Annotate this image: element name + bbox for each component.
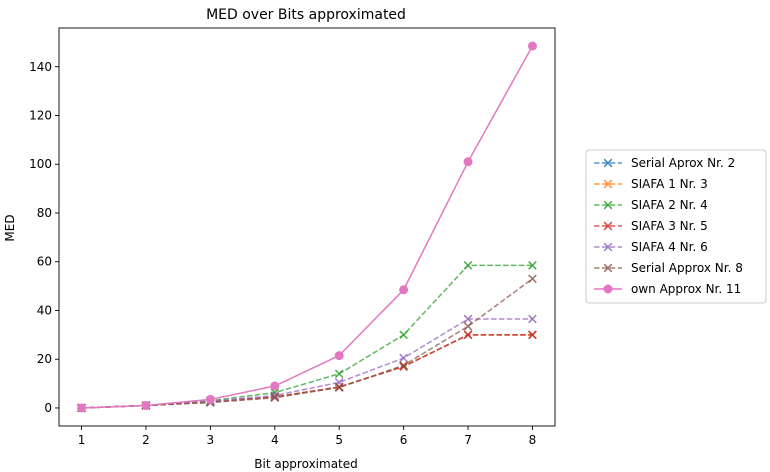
data-point (528, 330, 537, 340)
y-tick-label: 140 (29, 60, 52, 74)
y-tick-label: 0 (44, 401, 52, 415)
legend-marker (603, 221, 613, 231)
data-point (205, 394, 215, 404)
data-point (399, 362, 408, 371)
legend-item: SIAFA 2 Nr. 4 (594, 198, 708, 212)
plot-area (77, 41, 537, 413)
x-axis-label: Bit approximated (254, 457, 358, 471)
x-tick-label: 5 (335, 433, 343, 447)
legend-marker (603, 263, 613, 273)
series-7 (77, 41, 537, 413)
legend-label: Serial Approx Nr. 8 (631, 261, 743, 275)
data-point (334, 351, 344, 361)
data-point (463, 321, 473, 331)
x-tick-label: 8 (529, 433, 537, 447)
legend-box (585, 149, 767, 304)
y-tick-label: 40 (37, 303, 52, 317)
plot-frame (58, 27, 556, 427)
chart-title: MED over Bits approximated (206, 7, 406, 23)
legend-label: Serial Aprox Nr. 2 (631, 156, 735, 170)
x-tick-label: 4 (271, 433, 279, 447)
series-line (81, 264, 533, 409)
legend-marker (603, 242, 613, 252)
data-point (141, 401, 151, 411)
y-tick-label: 60 (37, 255, 52, 269)
legend-marker (603, 200, 613, 210)
legend-label: SIAFA 4 Nr. 6 (631, 240, 708, 254)
data-point (399, 353, 408, 363)
x-tick-label: 2 (142, 433, 150, 447)
legend-item: SIAFA 1 Nr. 3 (594, 177, 708, 191)
x-tick-label: 7 (464, 433, 472, 447)
legend-item: SIAFA 4 Nr. 6 (594, 240, 708, 254)
data-point (270, 393, 280, 403)
legend-item: Serial Approx Nr. 8 (594, 261, 743, 275)
y-tick-label: 120 (29, 108, 52, 122)
data-point (463, 314, 473, 324)
legend: Serial Aprox Nr. 2 SIAFA 1 Nr. 3 SIAFA 2 N… (585, 149, 767, 304)
data-point (399, 360, 408, 370)
data-point (463, 261, 473, 270)
legend-marker (603, 284, 613, 294)
y-axis-label: MED (3, 214, 17, 241)
data-point (528, 314, 537, 324)
data-point (399, 330, 408, 340)
x-tick-label: 6 (400, 433, 408, 447)
legend-marker (603, 179, 613, 189)
data-point (334, 369, 344, 379)
x-tick-label: 1 (78, 433, 86, 447)
data-point (528, 274, 537, 284)
legend-label: SIAFA 3 Nr. 5 (631, 219, 708, 233)
data-point (527, 41, 537, 51)
data-point (77, 403, 87, 413)
data-point (528, 261, 537, 270)
y-tick-label: 20 (37, 352, 52, 366)
legend-item: own Approx Nr. 11 (594, 282, 741, 296)
legend-label: own Approx Nr. 11 (631, 282, 741, 296)
data-point (463, 157, 473, 167)
legend-item: SIAFA 3 Nr. 5 (594, 219, 708, 233)
legend-label: SIAFA 1 Nr. 3 (631, 177, 708, 191)
y-tick-label: 100 (29, 157, 52, 171)
x-tick-label: 3 (207, 433, 215, 447)
series-5 (77, 314, 537, 413)
legend-item: Serial Aprox Nr. 2 (594, 156, 735, 170)
data-point (463, 330, 473, 340)
series-line (81, 45, 534, 409)
legend-marker (603, 158, 613, 168)
data-point (399, 285, 409, 295)
legend-label: SIAFA 2 Nr. 4 (631, 198, 708, 212)
y-tick-label: 80 (37, 206, 52, 220)
data-point (270, 381, 280, 391)
data-point (334, 383, 344, 392)
